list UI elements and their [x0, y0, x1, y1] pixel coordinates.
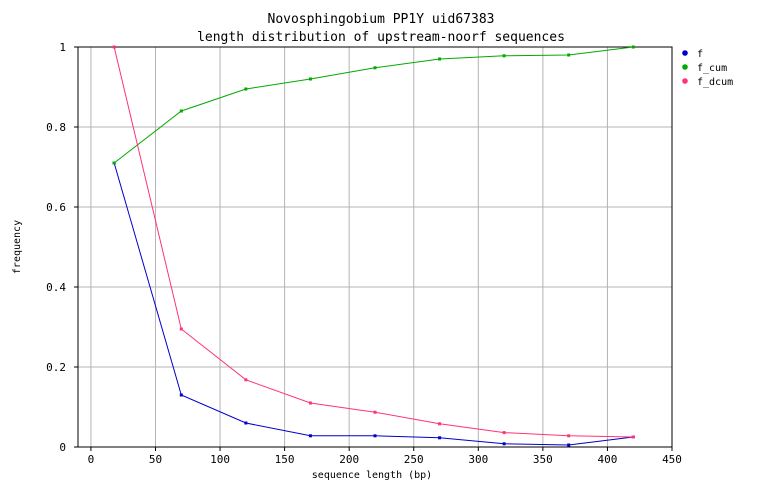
- y-tick-label: 0.8: [46, 121, 66, 134]
- legend-marker-f_dcum: [682, 78, 688, 84]
- legend-label-f_cum: f_cum: [697, 63, 727, 74]
- y-axis-label: frequency: [12, 220, 23, 274]
- data-point-f_cum: [179, 109, 183, 113]
- y-tick-label: 0.6: [46, 201, 66, 214]
- x-tick-label: 200: [339, 453, 359, 466]
- chart-subtitle: length distribution of upstream-noorf se…: [197, 30, 565, 45]
- x-tick-label: 100: [210, 453, 230, 466]
- x-tick-label: 0: [88, 453, 95, 466]
- y-axis-ticks: 0 0.2 0.4 0.6 0.8 1: [46, 41, 78, 454]
- grid: [78, 46, 673, 448]
- x-tick-label: 400: [597, 453, 617, 466]
- y-tick-label: 0: [59, 441, 66, 454]
- x-tick-label: 450: [662, 453, 682, 466]
- data-point-f_dcum: [502, 431, 506, 435]
- data-point-f: [438, 436, 442, 440]
- data-point-f: [308, 434, 312, 438]
- data-point-f_dcum: [631, 435, 635, 439]
- data-point-f: [502, 442, 506, 446]
- data-point-f_dcum: [567, 434, 571, 438]
- series-line-f_cum: [113, 46, 634, 164]
- plot-frame: [77, 46, 673, 448]
- x-tick-label: 350: [533, 453, 553, 466]
- data-point-f: [179, 393, 183, 397]
- data-point-f: [244, 421, 248, 425]
- series-line-f_dcum: [113, 46, 634, 438]
- data-point-f_cum: [373, 66, 377, 70]
- x-tick-label: 150: [275, 453, 295, 466]
- data-point-f_cum: [438, 57, 442, 61]
- data-point-f_dcum: [112, 45, 116, 49]
- y-tick-label: 0.4: [46, 281, 66, 294]
- data-point-f_dcum: [179, 327, 183, 331]
- x-tick-label: 300: [468, 453, 488, 466]
- legend-marker-f: [682, 50, 688, 56]
- data-point-f_dcum: [244, 378, 248, 382]
- legend-label-f_dcum: f_dcum: [697, 77, 733, 88]
- data-point-f_cum: [567, 53, 571, 57]
- data-point-f: [567, 443, 571, 447]
- data-point-f_cum: [112, 161, 116, 165]
- y-tick-label: 0.2: [46, 361, 66, 374]
- legend-marker-f_cum: [682, 64, 688, 70]
- series-line-f: [113, 162, 634, 446]
- x-axis-ticks: 0 50 100 150 200 250 300 350 400 450: [88, 447, 682, 466]
- legend-label-f: f: [697, 49, 703, 60]
- x-axis-label: sequence length (bp): [312, 470, 432, 481]
- data-point-f_dcum: [373, 410, 377, 414]
- data-point-f_cum: [631, 45, 635, 49]
- chart-title: Novosphingobium PP1Y uid67383: [268, 12, 495, 27]
- data-point-f_dcum: [438, 422, 442, 426]
- data-point-f_cum: [244, 87, 248, 91]
- legend: f f_cum f_dcum: [682, 49, 733, 88]
- data-point-f_dcum: [308, 401, 312, 405]
- x-tick-label: 50: [149, 453, 162, 466]
- data-point-f_cum: [502, 54, 506, 58]
- series-group: [112, 45, 635, 447]
- data-point-f: [373, 434, 377, 438]
- x-tick-label: 250: [404, 453, 424, 466]
- y-tick-label: 1: [59, 41, 66, 54]
- data-point-f_cum: [308, 77, 312, 81]
